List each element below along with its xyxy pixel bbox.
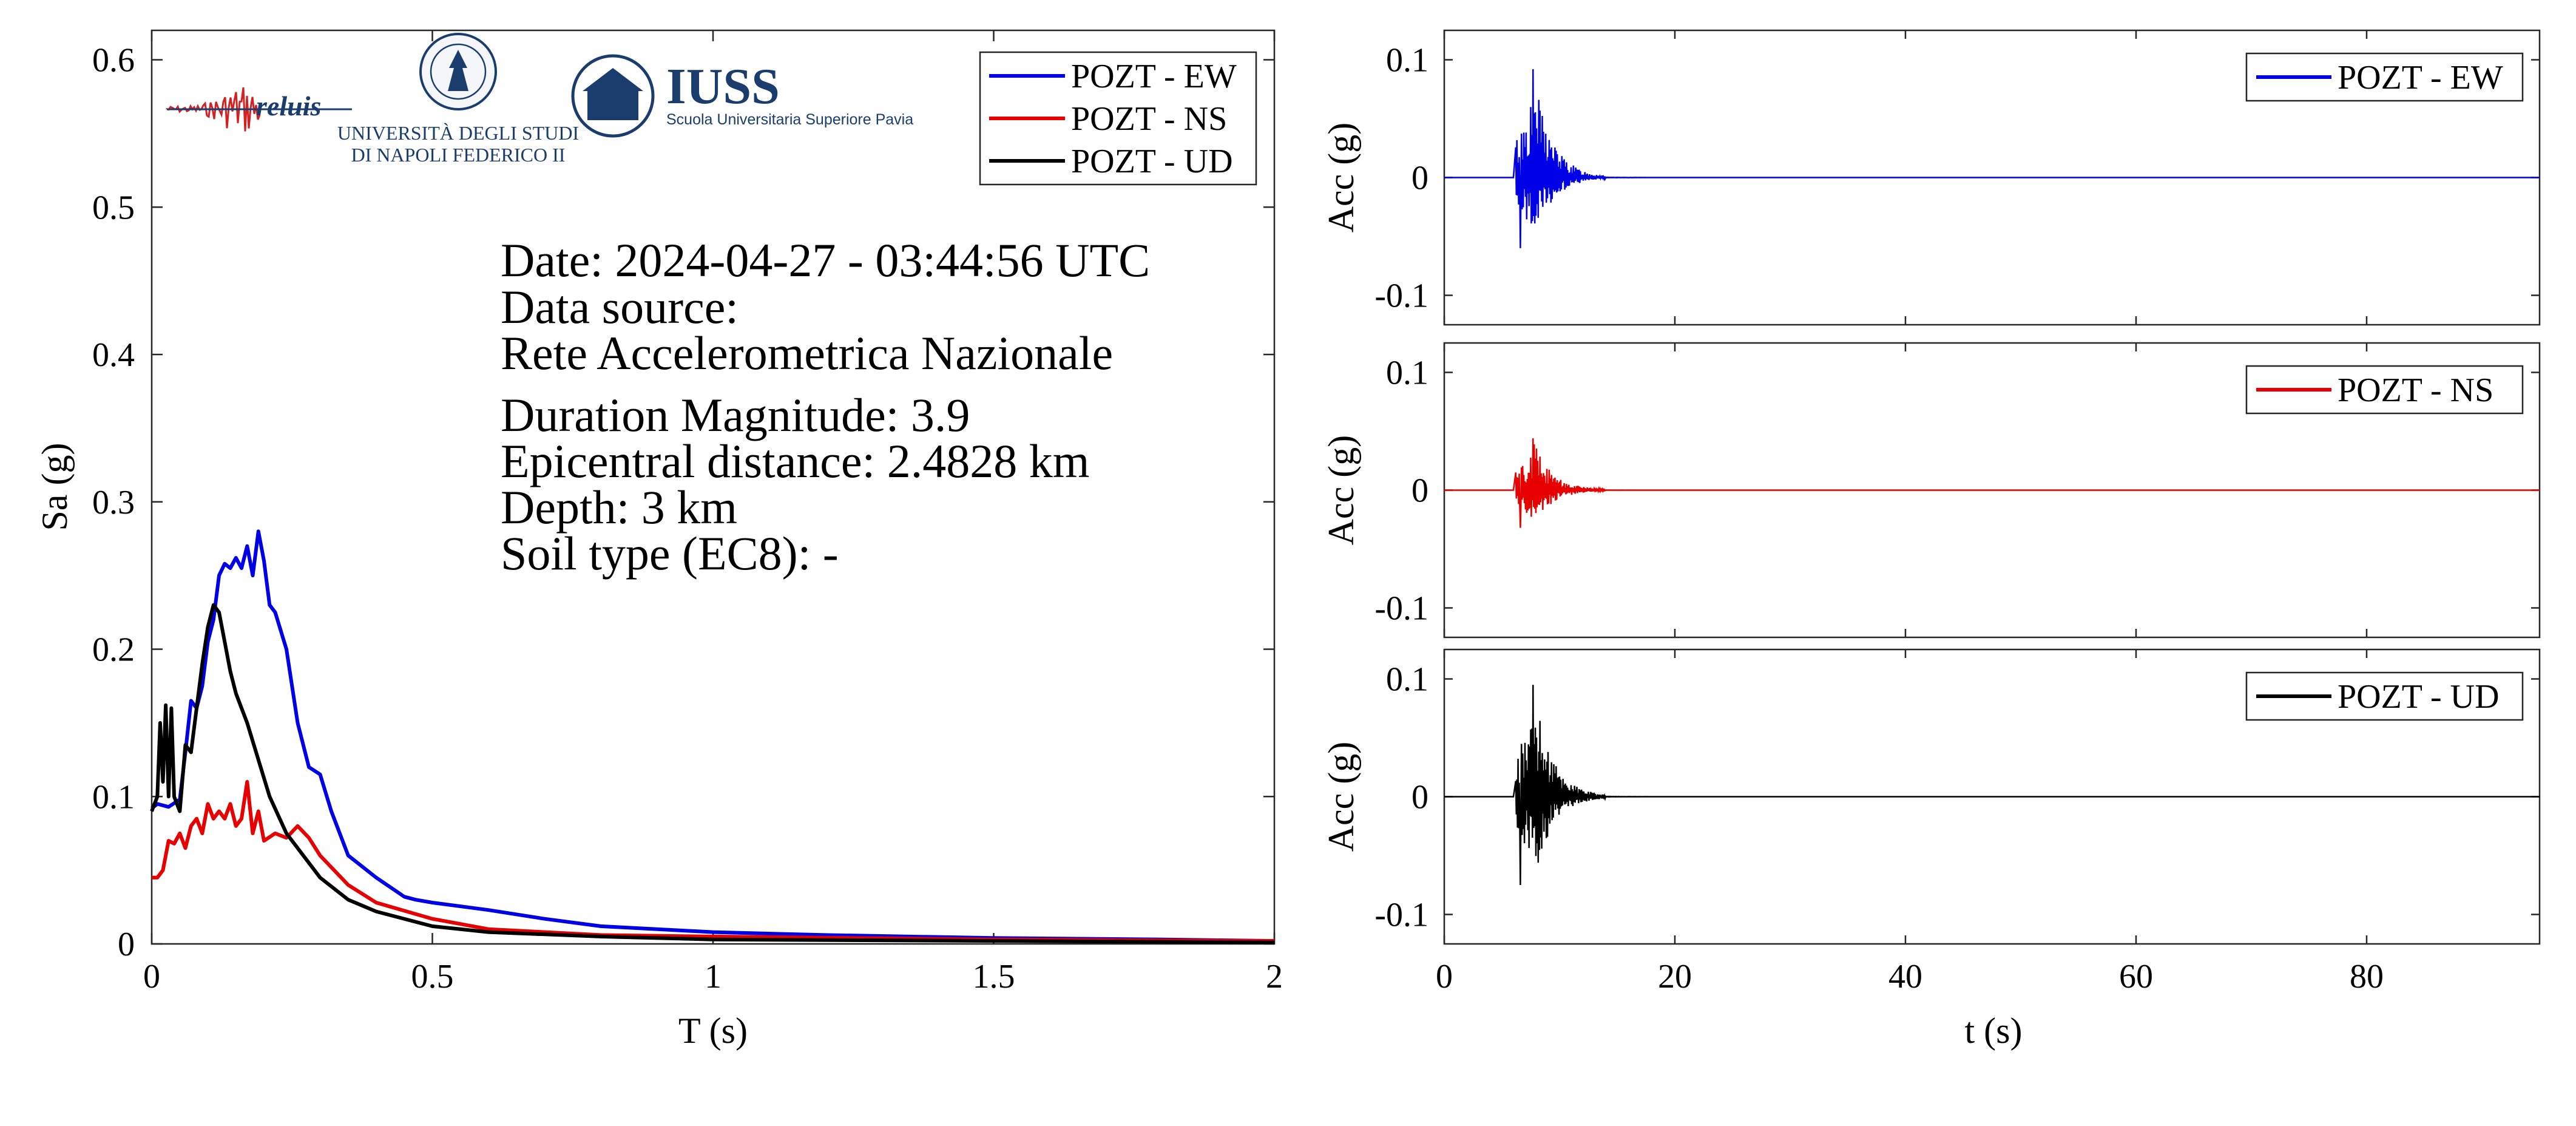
spectrum-series bbox=[150, 529, 1275, 945]
legend-label-ns: POZT - NS bbox=[1071, 100, 1227, 138]
spectrum-x-axis-label: T (s) bbox=[678, 1011, 748, 1051]
accelerogram-legend-label: POZT - UD bbox=[2338, 678, 2500, 716]
spectrum-x-tick-label: 1 bbox=[705, 958, 722, 995]
reluis-logo-text: reluis bbox=[256, 90, 321, 121]
spectrum-y-tick-label: 0.5 bbox=[92, 189, 135, 226]
spectrum-y-tick-label: 0.4 bbox=[92, 336, 135, 374]
accelerogram-x-tick-label: 40 bbox=[1888, 958, 1922, 995]
data-source-label: Data source: bbox=[501, 280, 739, 333]
spectrum-y-tick-label: 0.3 bbox=[92, 484, 135, 521]
unina-seal-figure-icon bbox=[448, 50, 468, 91]
accelerogram-y-tick-label: 0 bbox=[1411, 472, 1428, 510]
spectrum-x-tick-label: 1.5 bbox=[973, 958, 1015, 995]
legend-label-ew: POZT - EW bbox=[1071, 58, 1237, 95]
accelerogram-y-tick-label: -0.1 bbox=[1374, 897, 1428, 934]
duration-magnitude: Duration Magnitude: 3.9 bbox=[501, 388, 970, 441]
accelerogram-legend-label: POZT - NS bbox=[2338, 371, 2493, 409]
spectrum-y-axis-label: Sa (g) bbox=[35, 443, 75, 531]
accelerogram-y-tick-label: 0 bbox=[1411, 160, 1428, 197]
accelerogram-trace-pozt-ns bbox=[1444, 438, 2540, 528]
spectrum-y-tick-label: 0.2 bbox=[92, 631, 135, 669]
accelerogram-y-tick-label: 0.1 bbox=[1386, 661, 1428, 699]
accelerogram-y-tick-label: 0.1 bbox=[1386, 42, 1428, 80]
unina-seal-inner-icon bbox=[430, 43, 487, 100]
accelerogram-panel-1: -0.1 0 0.1 Acc (g) POZT - EW bbox=[1321, 29, 2541, 326]
spectrum-x-tick-label: 2 bbox=[1266, 958, 1283, 995]
spectrum-y-tick-label: 0.6 bbox=[92, 42, 135, 80]
accelerogram-y-axis-label: Acc (g) bbox=[1321, 435, 1361, 546]
spectrum-line-pozt-ns bbox=[152, 780, 1275, 943]
accelerogram-y-axis-label: Acc (g) bbox=[1321, 742, 1361, 852]
accelerogram-legend-label: POZT - EW bbox=[2338, 59, 2503, 97]
accelerogram-y-tick-label: -0.1 bbox=[1374, 590, 1428, 628]
accelerogram-x-tick-label: 20 bbox=[1658, 958, 1692, 995]
unina-logo: UNIVERSITÀ DEGLI STUDI DI NAPOLI FEDERIC… bbox=[337, 33, 579, 166]
accelerogram-y-tick-label: -0.1 bbox=[1374, 277, 1428, 315]
spectrum-legend: POZT - EW POZT - NS POZT - UD bbox=[979, 51, 1257, 186]
reluis-logo: reluis bbox=[166, 87, 352, 132]
accelerogram-trace-pozt-ew bbox=[1444, 69, 2540, 248]
depth: Depth: 3 km bbox=[501, 481, 737, 534]
reluis-waveform-icon bbox=[166, 87, 261, 132]
accelerogram-x-tick-label: 80 bbox=[2350, 958, 2384, 995]
spectrum-x-tick-label: 0 bbox=[143, 958, 160, 995]
unina-logo-line2: DI NAPOLI FEDERICO II bbox=[351, 144, 566, 166]
iuss-logo-subtitle: Scuola Universitaria Superiore Pavia bbox=[666, 111, 913, 128]
time-x-axis-label: t (s) bbox=[1965, 1011, 2023, 1051]
spectrum-ticks: 0 0.5 1 1.5 2 0 0.1 0.2 0.3 0.4 0.5 0.6 bbox=[92, 30, 1283, 995]
spectrum-y-tick-label: 0 bbox=[118, 926, 135, 963]
accelerogram-x-tick-label: 0 bbox=[1436, 958, 1453, 995]
accelerogram-y-axis-label: Acc (g) bbox=[1321, 123, 1361, 233]
legend-label-ud: POZT - UD bbox=[1071, 143, 1233, 180]
spectrum-line-pozt-ud bbox=[150, 603, 1275, 945]
accelerogram-trace-pozt-ud bbox=[1444, 685, 2540, 886]
epicentral-distance: Epicentral distance: 2.4828 km bbox=[501, 435, 1089, 487]
accelerogram-y-tick-label: 0.1 bbox=[1386, 354, 1428, 392]
accelerogram-x-tick-label: 60 bbox=[2119, 958, 2153, 995]
accelerogram-panel-2: -0.1 0 0.1 Acc (g) POZT - NS bbox=[1321, 342, 2541, 639]
spectrum-chart: 0 0.5 1 1.5 2 0 0.1 0.2 0.3 0.4 0.5 0.6 T (s) Sa (g… bbox=[35, 29, 1283, 1051]
iuss-logo: IUSS Scuola Universitaria Superiore Pavi… bbox=[571, 54, 913, 138]
iuss-logo-title: IUSS bbox=[666, 58, 780, 115]
spectrum-y-tick-label: 0.1 bbox=[92, 778, 135, 816]
soil-type: Soil type (EC8): - bbox=[501, 527, 839, 580]
iuss-building-icon bbox=[587, 90, 638, 120]
iuss-roof-icon bbox=[583, 68, 643, 91]
spectrum-x-tick-label: 0.5 bbox=[411, 958, 454, 995]
event-date: Date: 2024-04-27 - 03:44:56 UTC bbox=[501, 234, 1150, 287]
unina-logo-line1: UNIVERSITÀ DEGLI STUDI bbox=[337, 122, 579, 144]
accelerogram-y-tick-label: 0 bbox=[1411, 779, 1428, 816]
event-info: Date: 2024-04-27 - 03:44:56 UTC Data sou… bbox=[501, 234, 1150, 580]
data-source-value: Rete Accelerometrica Nazionale bbox=[501, 327, 1113, 379]
